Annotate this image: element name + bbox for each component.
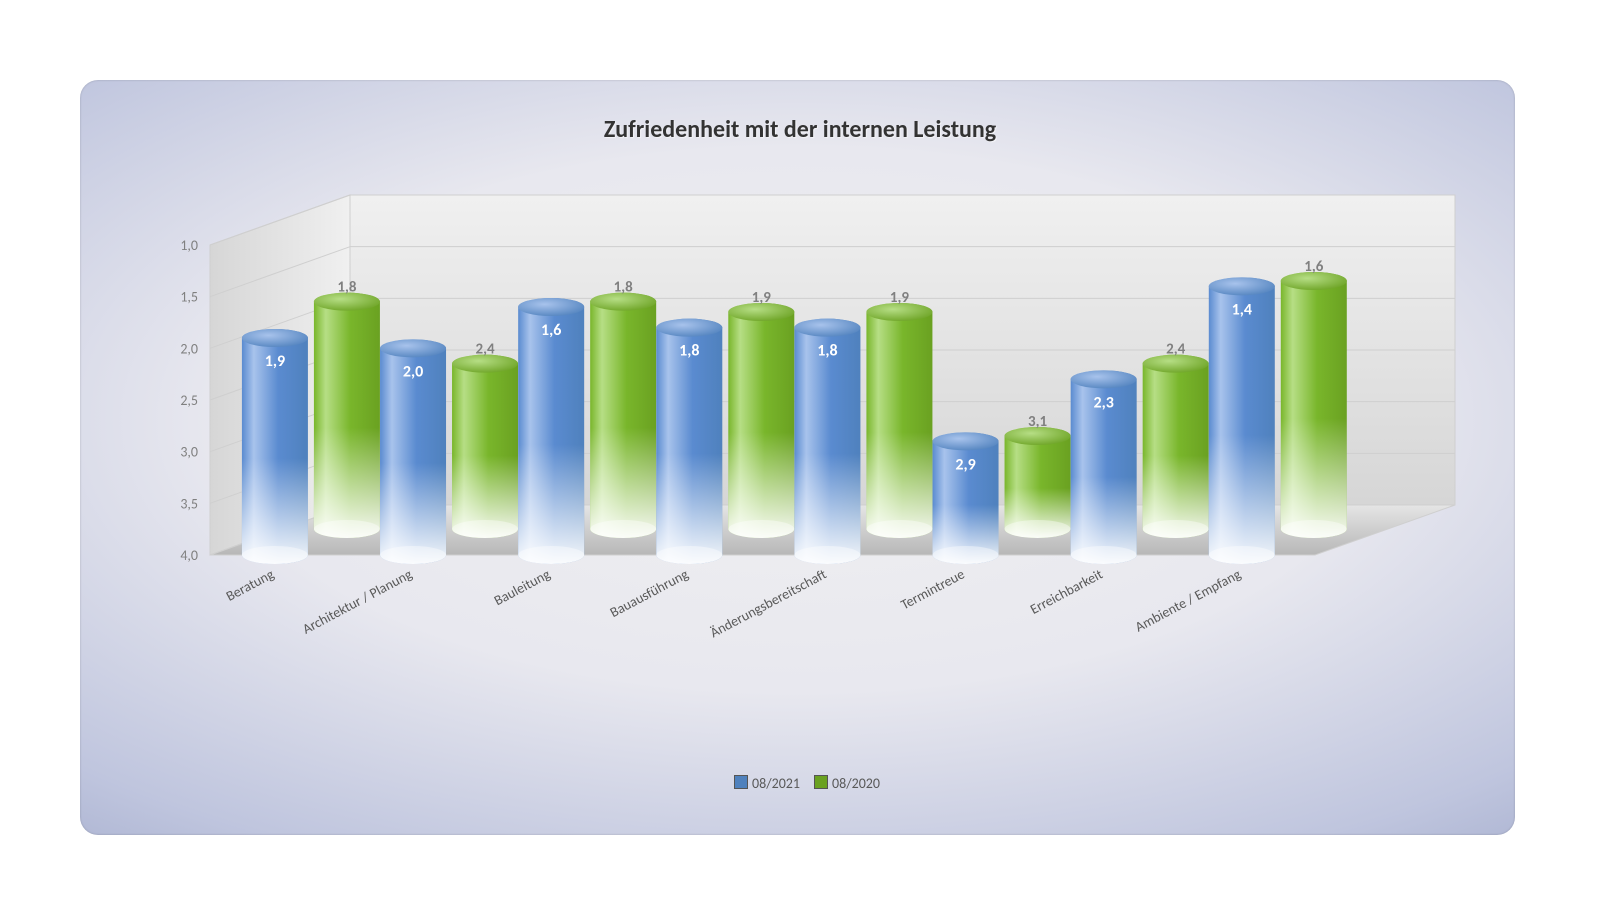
svg-text:Beratung: Beratung <box>223 565 277 604</box>
svg-text:1,0: 1,0 <box>180 237 198 254</box>
svg-text:2,5: 2,5 <box>180 392 198 409</box>
svg-text:1,8: 1,8 <box>614 279 633 297</box>
svg-text:1,5: 1,5 <box>180 289 198 306</box>
svg-text:2,0: 2,0 <box>403 362 423 381</box>
svg-text:1,4: 1,4 <box>1232 300 1252 319</box>
svg-text:2,4: 2,4 <box>1166 341 1185 359</box>
svg-text:3,5: 3,5 <box>180 495 198 512</box>
svg-text:Bauausführung: Bauausführung <box>607 565 691 621</box>
svg-text:Termintreue: Termintreue <box>898 566 968 614</box>
svg-text:2,9: 2,9 <box>955 455 975 474</box>
svg-text:1,9: 1,9 <box>752 289 771 307</box>
svg-text:1,9: 1,9 <box>890 289 909 307</box>
svg-text:2,3: 2,3 <box>1093 393 1113 412</box>
svg-text:4,0: 4,0 <box>180 547 198 564</box>
chart-3d-bar: 1,0 1,5 2,0 2,5 3,0 3,5 4,0 1,8 2,4 1,8 1,9 1,9 3,1 2… <box>0 0 1600 900</box>
svg-text:2,4: 2,4 <box>476 341 495 359</box>
svg-text:1,6: 1,6 <box>1304 258 1323 276</box>
svg-text:1,9: 1,9 <box>265 352 285 371</box>
svg-text:Ambiente / Empfang: Ambiente / Empfang <box>1132 565 1244 635</box>
svg-text:1,8: 1,8 <box>679 342 699 361</box>
svg-text:3,1: 3,1 <box>1028 413 1047 431</box>
svg-text:1,6: 1,6 <box>541 321 561 340</box>
svg-text:Änderungsbereitschaft: Änderungsbereitschaft <box>707 565 829 641</box>
svg-text:1,8: 1,8 <box>817 342 837 361</box>
svg-text:Bauleitung: Bauleitung <box>491 565 553 609</box>
svg-text:2,0: 2,0 <box>180 340 198 357</box>
svg-text:Erreichbarkeit: Erreichbarkeit <box>1027 565 1106 618</box>
svg-text:Architektur / Planung: Architektur / Planung <box>300 565 416 637</box>
svg-text:1,8: 1,8 <box>337 279 356 297</box>
chart-legend: 08/202108/2020 <box>0 775 1600 792</box>
svg-text:3,0: 3,0 <box>180 444 198 461</box>
